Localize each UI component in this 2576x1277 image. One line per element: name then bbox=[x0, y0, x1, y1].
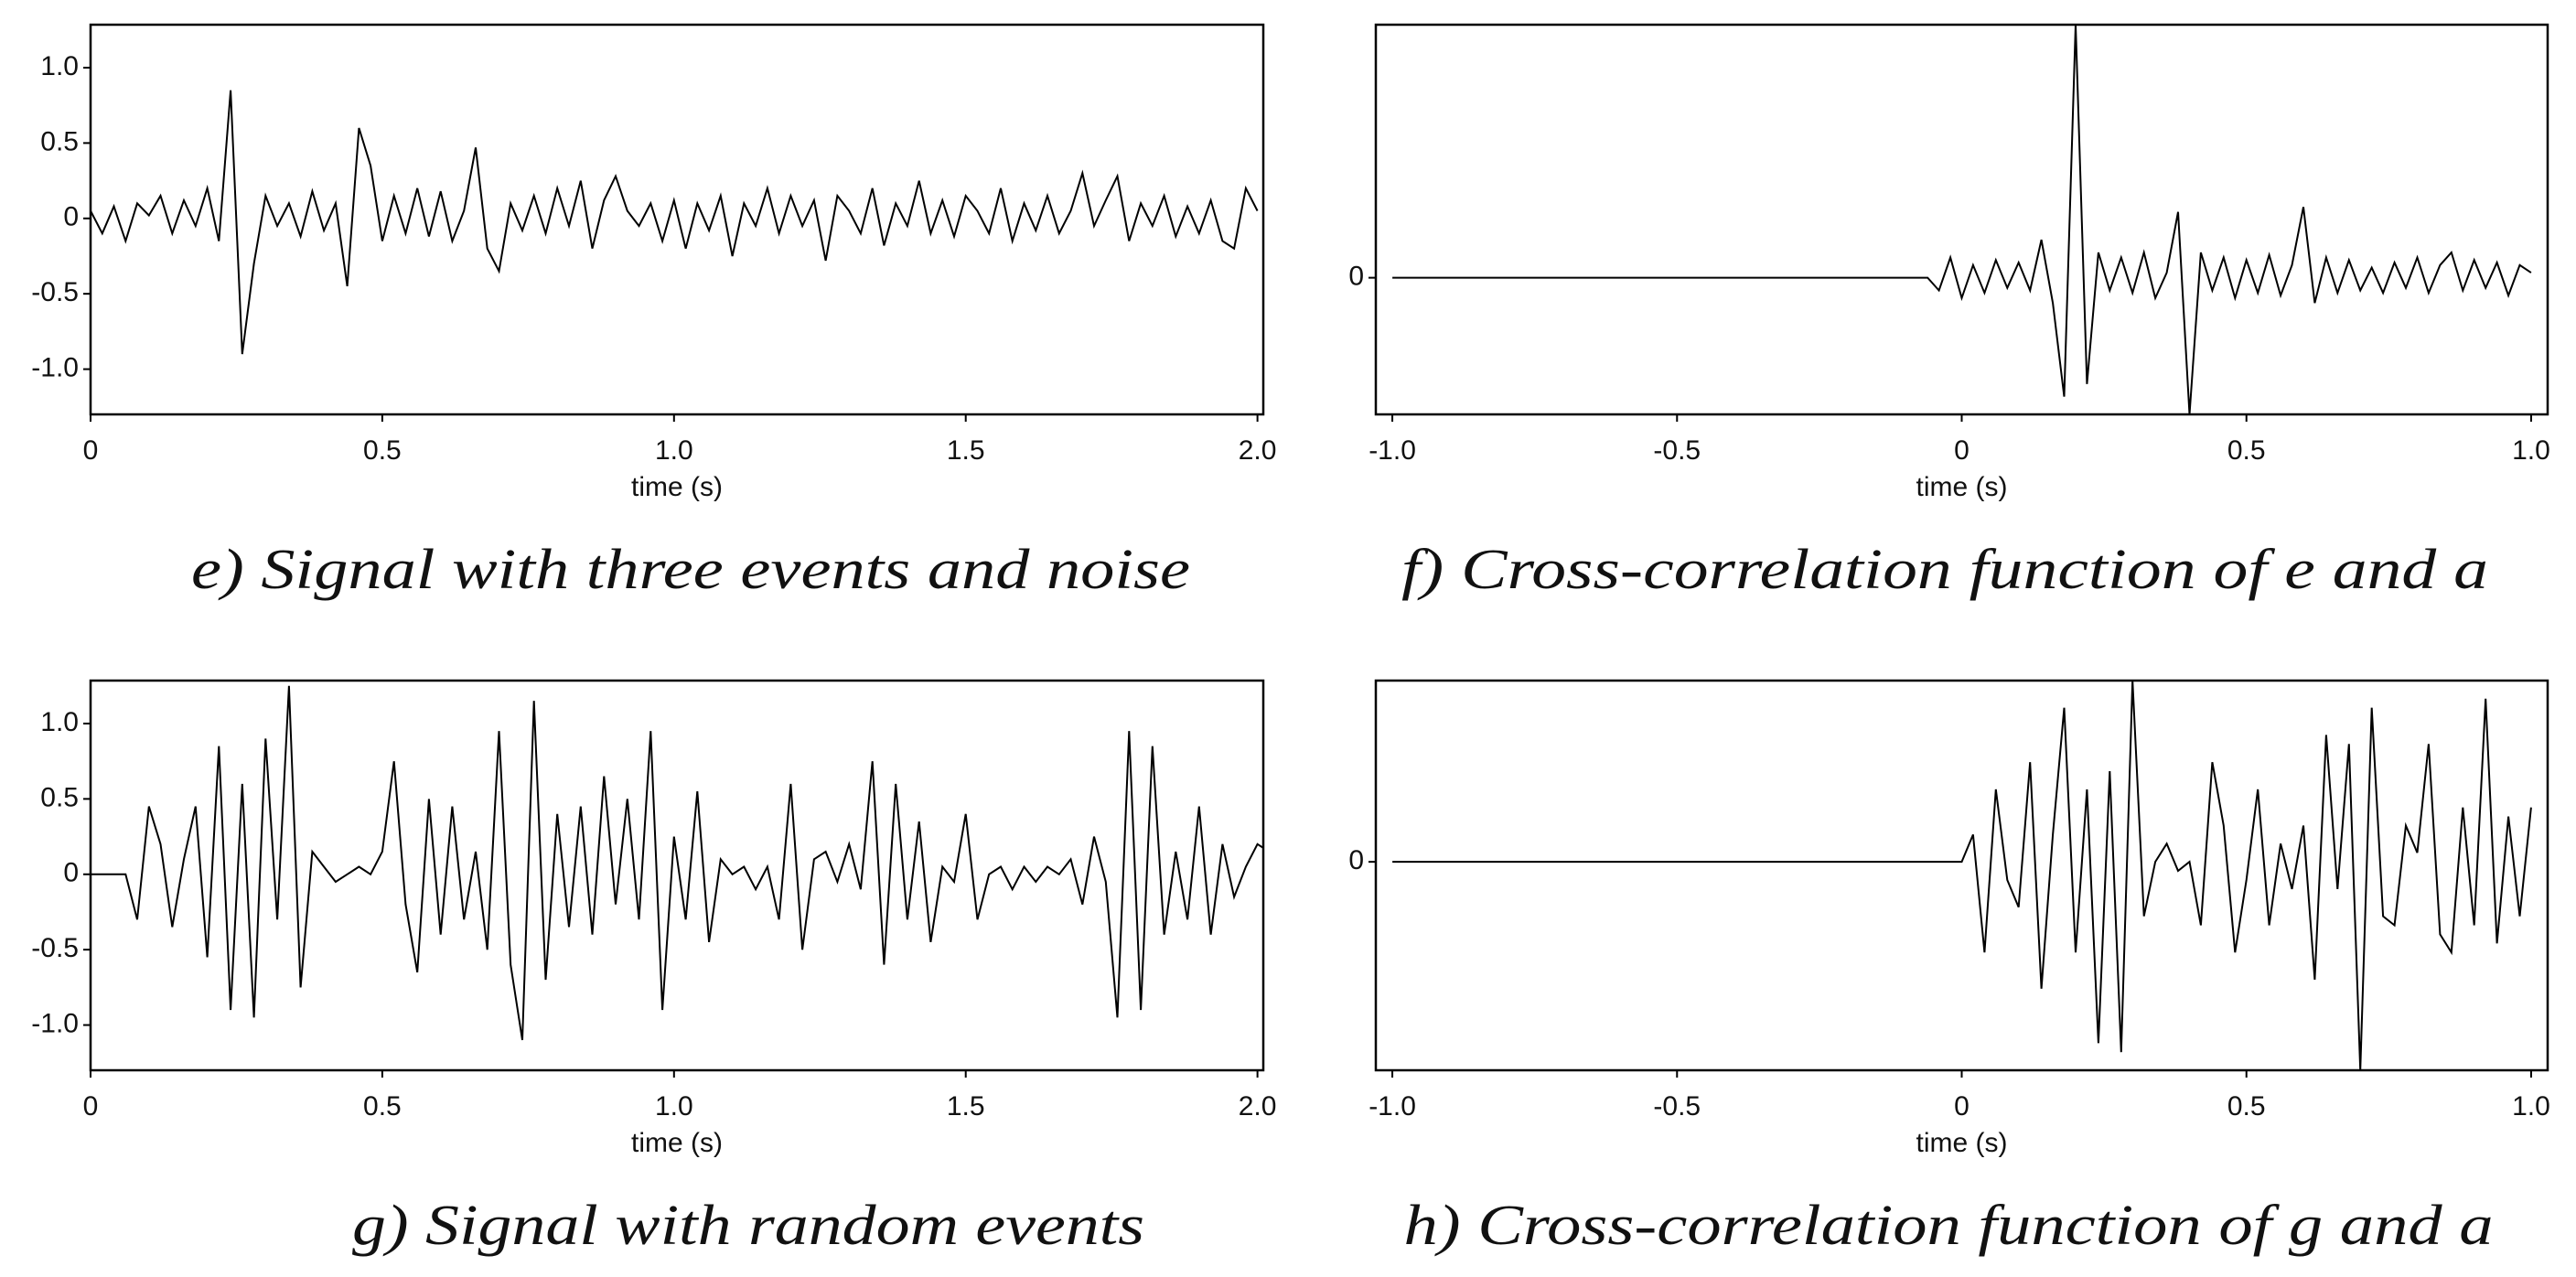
panel-e: 0 0.5 1.0 1.5 2.0 1.0 0.5 0 -0.5 -1.0 time (s) e) S… bbox=[31, 23, 1277, 601]
panel-h: -1.0 -0.5 0 0.5 1.0 0 time (s) h) Cross-correla… bbox=[1348, 679, 2550, 1257]
plot-frame bbox=[89, 23, 1265, 416]
x-tick-label: 0 bbox=[83, 435, 99, 466]
x-tick-label: 0 bbox=[1954, 435, 1970, 466]
x-tick-label: 0.5 bbox=[363, 435, 402, 466]
x-tick-label: 0.5 bbox=[363, 1091, 402, 1121]
signal-trace-f bbox=[1392, 24, 2532, 415]
y-tick-label: 1.0 bbox=[40, 51, 79, 81]
panel-caption: f) Cross-correlation function of e and a bbox=[1401, 539, 2488, 601]
plot-frame bbox=[89, 679, 1265, 1072]
y-tick-label: -0.5 bbox=[31, 933, 79, 963]
panels: 0 0.5 1.0 1.5 2.0 1.0 0.5 0 -0.5 -1.0 time (s) e) S… bbox=[31, 23, 2550, 1257]
x-tick-label: 1.0 bbox=[655, 1091, 693, 1121]
x-tick-label: 0.5 bbox=[2227, 435, 2266, 466]
x-tick-label: 1.0 bbox=[2512, 435, 2550, 466]
plot-frame bbox=[1374, 23, 2549, 416]
signal-trace-h bbox=[1392, 680, 2532, 1071]
panel-f: -1.0 -0.5 0 0.5 1.0 0 time (s) f) Cross-correla… bbox=[1348, 23, 2550, 601]
y-tick-label: -1.0 bbox=[31, 352, 79, 382]
y-tick-label: 0 bbox=[63, 202, 79, 232]
y-tick-label: -0.5 bbox=[31, 277, 79, 307]
plot-frame bbox=[1374, 679, 2549, 1072]
y-tick-label: 0 bbox=[1348, 845, 1364, 875]
x-tick-label: 1.5 bbox=[947, 1091, 985, 1121]
x-tick-label: 2.0 bbox=[1239, 435, 1277, 466]
signal-trace-g bbox=[91, 685, 1263, 1041]
y-tick-label: -1.0 bbox=[31, 1008, 79, 1038]
x-tick-label: -0.5 bbox=[1653, 1091, 1701, 1121]
y-tick-label: 0 bbox=[1348, 262, 1364, 292]
panel-g: 0 0.5 1.0 1.5 2.0 1.0 0.5 0 -0.5 -1.0 time (s) g) S… bbox=[31, 679, 1277, 1257]
x-tick-label: -0.5 bbox=[1653, 435, 1701, 466]
x-axis-label: time (s) bbox=[1916, 472, 2008, 502]
panel-caption: h) Cross-correlation function of g and a bbox=[1404, 1195, 2494, 1257]
x-tick-label: -1.0 bbox=[1368, 1091, 1416, 1121]
y-tick-label: 0.5 bbox=[40, 126, 79, 156]
panel-caption: g) Signal with random events bbox=[352, 1195, 1144, 1257]
x-tick-label: 0 bbox=[1954, 1091, 1970, 1121]
x-tick-label: 0 bbox=[83, 1091, 99, 1121]
x-tick-label: 0.5 bbox=[2227, 1091, 2266, 1121]
x-axis-label: time (s) bbox=[631, 1128, 723, 1158]
x-tick-label: 1.0 bbox=[655, 435, 693, 466]
x-tick-label: -1.0 bbox=[1368, 435, 1416, 466]
signal-trace-e bbox=[91, 90, 1259, 355]
y-tick-label: 0.5 bbox=[40, 782, 79, 812]
x-tick-label: 2.0 bbox=[1239, 1091, 1277, 1121]
x-tick-label: 1.0 bbox=[2512, 1091, 2550, 1121]
x-axis-label: time (s) bbox=[631, 472, 723, 502]
panel-caption: e) Signal with three events and noise bbox=[191, 539, 1190, 601]
x-tick-label: 1.5 bbox=[947, 435, 985, 466]
x-axis-label: time (s) bbox=[1916, 1128, 2008, 1158]
y-tick-label: 1.0 bbox=[40, 707, 79, 737]
y-tick-label: 0 bbox=[63, 858, 79, 888]
